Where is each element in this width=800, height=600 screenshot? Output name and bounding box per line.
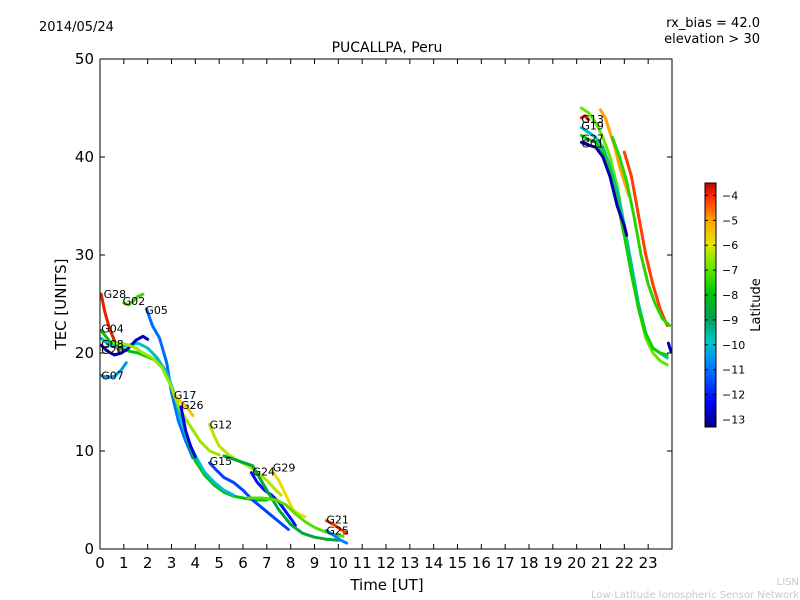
x-tick-label: 22 <box>615 554 634 572</box>
x-tick-label: 10 <box>329 554 348 572</box>
series-label-g12: G12 <box>210 419 233 432</box>
x-tick-label: 19 <box>543 554 562 572</box>
credit-network-short: LISN <box>777 577 799 588</box>
series-label-g20: G20 <box>101 344 124 357</box>
y-axis: 0 10 20 30 40 50 <box>75 50 672 558</box>
series-label-g04: G04 <box>101 323 124 336</box>
series-line-g29 <box>270 469 307 519</box>
x-tick-label: 9 <box>310 554 320 572</box>
x-tick-label: 13 <box>400 554 419 572</box>
y-axis-label: TEC [UNITS] <box>52 259 70 351</box>
elevation-label: elevation > 30 <box>664 32 760 47</box>
colorbar-tick-label: −8 <box>722 289 738 302</box>
y-tick-label: 40 <box>75 148 94 166</box>
series-label-g05: G05 <box>145 304 168 317</box>
x-tick-label: 4 <box>191 554 201 572</box>
colorbar-tick-label: −7 <box>722 264 738 277</box>
x-tick-label: 16 <box>472 554 491 572</box>
series-label-g29: G29 <box>273 462 296 475</box>
chart-title: PUCALLPA, Peru <box>332 40 443 56</box>
series-line-g19 <box>579 114 591 122</box>
series-line-g15 <box>208 461 290 531</box>
series-line-g07 <box>99 361 128 379</box>
x-tick-label: 15 <box>448 554 467 572</box>
y-tick-label: 10 <box>75 442 94 460</box>
colorbar-tick-label: −4 <box>722 189 738 202</box>
series-label-g07: G07 <box>101 370 124 383</box>
series-label-g17: G17 <box>174 389 197 402</box>
y-tick-label: 0 <box>84 540 94 558</box>
series-line-g20 <box>99 334 150 357</box>
series-line-g10 <box>579 140 629 237</box>
series-line-g25 <box>324 528 349 545</box>
series-line-g06 <box>112 341 221 457</box>
x-tick-label: 3 <box>167 554 177 572</box>
series-label-g24: G24 <box>253 466 276 479</box>
colorbar-tick-label: −6 <box>722 239 738 252</box>
x-tick-label: 7 <box>262 554 272 572</box>
x-tick-label: 12 <box>376 554 395 572</box>
series-label-g28: G28 <box>104 288 127 301</box>
series-line-g21 <box>324 519 349 535</box>
colorbar-tick-label: −5 <box>722 214 738 227</box>
rx-bias-label: rx_bias = 42.0 <box>666 16 760 31</box>
series-label-g02: G02 <box>123 295 146 308</box>
colorbar-tick-label: −13 <box>722 414 745 427</box>
series-label-g19: G19 <box>581 120 604 133</box>
x-tick-label: 11 <box>353 554 372 572</box>
x-tick-label: 23 <box>639 554 658 572</box>
x-tick-label: 18 <box>519 554 538 572</box>
series-label-g21: G21 <box>326 514 349 527</box>
series-line-g17 <box>172 392 195 418</box>
x-tick-label: 0 <box>95 554 105 572</box>
x-tick-label: 6 <box>238 554 248 572</box>
series-label-g26: G26 <box>181 399 204 412</box>
series-label-g15: G15 <box>210 455 233 468</box>
colorbar-tick-label: −9 <box>722 314 738 327</box>
series-line-g14 <box>610 135 672 328</box>
series-label-g08: G08 <box>101 338 124 351</box>
x-tick-label: 20 <box>567 554 586 572</box>
series-line-g02 <box>122 292 145 307</box>
series-line-g26 <box>179 405 197 459</box>
series-label-g27: G27 <box>581 132 604 145</box>
y-tick-label: 50 <box>75 50 94 68</box>
colorbar-tick-label: −11 <box>722 364 745 377</box>
colorbar-tick-label: −10 <box>722 339 745 352</box>
series-label-g25: G25 <box>326 524 349 537</box>
x-tick-label: 2 <box>143 554 153 572</box>
series-line-g16 <box>666 341 673 353</box>
x-tick-label: 17 <box>496 554 515 572</box>
series-line-g18 <box>222 454 340 542</box>
credit-network-full: Low-Latitude Ionospheric Sensor Network <box>591 590 799 600</box>
colorbar-tick-label: −12 <box>722 389 745 402</box>
series-label-g13: G13 <box>581 113 604 126</box>
x-axis: 0 1 2 3 4 5 6 7 8 9 10 11 12 13 14 15 16 17 18 19 20 21 22 23 <box>95 59 658 572</box>
date-label: 2014/05/24 <box>39 20 114 35</box>
x-tick-label: 1 <box>119 554 129 572</box>
x-tick-label: 14 <box>424 554 443 572</box>
y-tick-label: 20 <box>75 344 94 362</box>
x-tick-label: 5 <box>214 554 224 572</box>
series-line-g01 <box>579 133 669 357</box>
y-tick-label: 30 <box>75 246 94 264</box>
colorbar <box>704 182 717 428</box>
plot-lines <box>99 106 673 545</box>
series-label-g01: G01 <box>581 137 604 150</box>
series-line-g32 <box>622 150 669 328</box>
colorbar-ticks: −4 −5 −6 −7 −8 −9 −10 −11 −12 −13 <box>705 189 745 427</box>
x-tick-label: 21 <box>591 554 610 572</box>
colorbar-label: Latitude <box>749 278 764 332</box>
x-tick-label: 8 <box>286 554 296 572</box>
x-axis-label: Time [UT] <box>349 576 423 594</box>
